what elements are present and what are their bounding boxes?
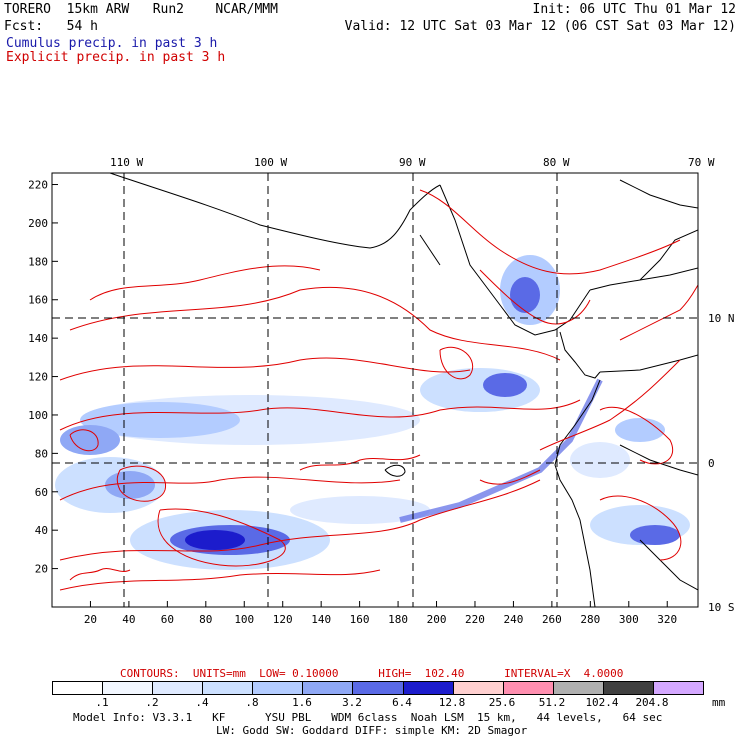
coastlines (109, 173, 698, 607)
header-init-time: Init: 06 UTC Thu 01 Mar 12 (532, 2, 737, 17)
colorbar-tick-label: 102.4 (585, 696, 619, 709)
colorbar-swatch (553, 682, 604, 694)
colorbar-swatch (53, 682, 104, 694)
colorbar-units: mm (712, 696, 726, 709)
x-tick-label: 160 (350, 613, 370, 626)
colorbar-swatch (153, 682, 204, 694)
lat-lon-grid (52, 173, 698, 607)
plot-frame (51, 172, 699, 608)
colorbar-swatch (303, 682, 354, 694)
x-tick-label: 100 (234, 613, 254, 626)
explicit-precip-contours (59, 189, 698, 591)
y-tick-label: 60 (35, 486, 48, 499)
model-info-line-1: Model Info: V3.3.1 KF YSU PBL WDM 6class… (73, 711, 663, 724)
colorbar-tick-label: 6.4 (392, 696, 412, 709)
colorbar-swatch (503, 682, 554, 694)
lon-label-100w: 100 W (254, 156, 287, 169)
x-tick-label: 220 (465, 613, 485, 626)
latitude-labels: 10 N 0 10 S (708, 312, 735, 614)
colorbar-tick-label: 204.8 (635, 696, 669, 709)
y-tick-label: 80 (35, 447, 48, 460)
header-title: TORERO 15km ARW Run2 NCAR/MMM (4, 2, 278, 17)
explicit-precip-legend: Explicit precip. in past 3 h (6, 50, 226, 65)
colorbar-labels: .1 .2 .4 .8 1.6 3.2 6.4 12.8 25.6 51.2 102.4 204.8 (0, 697, 740, 711)
x-tick-label: 60 (161, 613, 174, 626)
y-tick-label: 200 (28, 217, 48, 230)
lon-label-70w: 70 W (688, 156, 715, 169)
x-tick-label: 240 (503, 613, 523, 626)
y-tick-label: 220 (28, 179, 48, 192)
colorbar-swatch (403, 682, 454, 694)
colorbar-swatch (353, 682, 404, 694)
colorbar (52, 681, 704, 695)
x-axis: 20 40 60 80 100 120 140 160 180 200 220 240 260 280 30… (84, 601, 677, 626)
lat-label-0: 0 (708, 457, 715, 470)
x-tick-label: 140 (311, 613, 331, 626)
y-tick-label: 100 (28, 409, 48, 422)
header-valid-time: Valid: 12 UTC Sat 03 Mar 12 (06 CST Sat … (344, 19, 736, 34)
colorbar-tick-label: 12.8 (438, 696, 466, 709)
x-tick-label: 280 (580, 613, 600, 626)
cumulus-precip-legend: Cumulus precip. in past 3 h (6, 36, 218, 51)
y-tick-label: 20 (35, 563, 48, 576)
lon-label-90w: 90 W (399, 156, 426, 169)
contours-info: CONTOURS: UNITS=mm LOW= 0.10000 HIGH= 10… (120, 667, 624, 680)
x-tick-label: 300 (619, 613, 639, 626)
x-tick-label: 80 (199, 613, 212, 626)
y-axis: 20 40 60 80 100 120 140 160 180 200 220 (28, 179, 58, 576)
y-tick-label: 120 (28, 371, 48, 384)
colorbar-tick-label: .8 (245, 696, 259, 709)
lat-label-10s: 10 S (708, 601, 735, 614)
colorbar-swatch (603, 682, 654, 694)
model-info-line-2: LW: Godd SW: Goddard DIFF: simple KM: 2D… (216, 724, 528, 737)
x-tick-label: 320 (657, 613, 677, 626)
colorbar-tick-label: 1.6 (292, 696, 312, 709)
cumulus-precip-shading (55, 255, 690, 570)
header-forecast-hour: Fcst: 54 h (4, 19, 98, 34)
colorbar-tick-label: .4 (195, 696, 209, 709)
colorbar-tick-label: .2 (145, 696, 159, 709)
x-tick-label: 20 (84, 613, 97, 626)
colorbar-swatch (453, 682, 504, 694)
x-tick-label: 120 (273, 613, 293, 626)
lon-label-80w: 80 W (543, 156, 570, 169)
y-tick-label: 180 (28, 255, 48, 268)
x-tick-label: 200 (427, 613, 447, 626)
lat-label-10n: 10 N (708, 312, 735, 325)
colorbar-tick-label: 3.2 (342, 696, 362, 709)
colorbar-tick-label: 51.2 (538, 696, 566, 709)
colorbar-swatch (203, 682, 254, 694)
y-tick-label: 40 (35, 524, 48, 537)
colorbar-swatch (253, 682, 304, 694)
colorbar-swatch (653, 682, 704, 694)
y-tick-label: 160 (28, 294, 48, 307)
colorbar-tick-label: .1 (95, 696, 109, 709)
longitude-labels: 110 W 100 W 90 W 80 W 70 W (110, 156, 715, 169)
x-tick-label: 180 (388, 613, 408, 626)
colorbar-swatch (103, 682, 154, 694)
y-tick-label: 140 (28, 332, 48, 345)
lon-label-110w: 110 W (110, 156, 143, 169)
x-tick-label: 40 (122, 613, 135, 626)
colorbar-tick-label: 25.6 (488, 696, 516, 709)
x-tick-label: 260 (542, 613, 562, 626)
